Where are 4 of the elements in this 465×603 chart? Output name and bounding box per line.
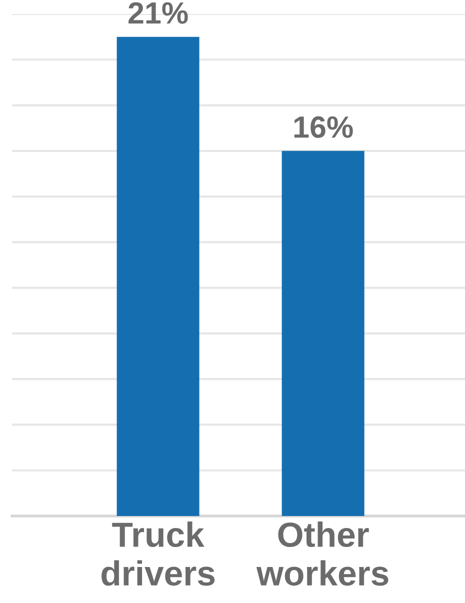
x-tick-label: Truck drivers bbox=[102, 522, 215, 586]
data-label: 16% bbox=[294, 116, 353, 138]
data-label: 21% bbox=[128, 2, 188, 24]
x-tick-label: Other workers bbox=[256, 522, 388, 586]
